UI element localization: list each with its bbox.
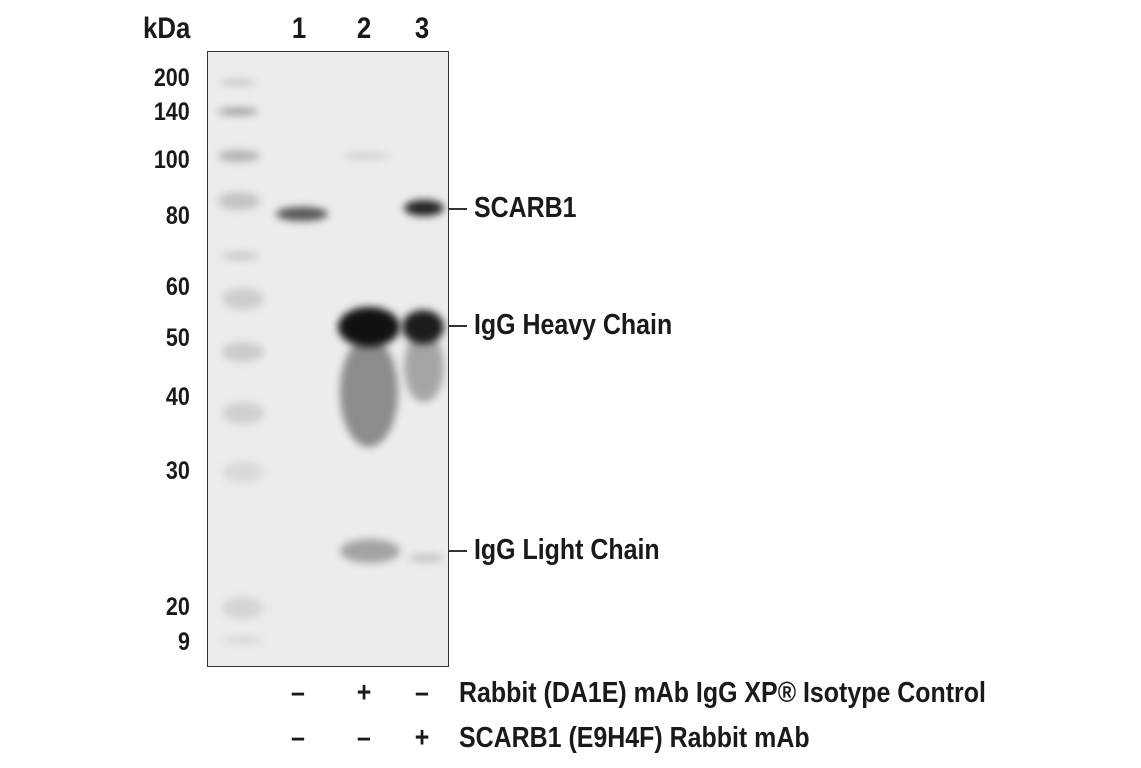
ladder-band bbox=[222, 597, 264, 619]
condition-2-lane-1-sign: – bbox=[291, 722, 305, 754]
lane-3-light-chain-band bbox=[408, 554, 444, 562]
scarb1-pointer-line bbox=[449, 208, 467, 210]
marker-9: 9 bbox=[178, 628, 190, 656]
ladder-band bbox=[222, 637, 264, 643]
lane-2-label: 2 bbox=[356, 12, 372, 45]
kda-label: kDa bbox=[143, 12, 191, 45]
light-chain-pointer-line bbox=[449, 550, 467, 552]
ladder-band bbox=[222, 402, 264, 424]
lane-2-light-chain-band bbox=[340, 539, 400, 563]
lane-2-smear bbox=[340, 337, 398, 447]
marker-50: 50 bbox=[166, 324, 190, 352]
ladder-band bbox=[222, 342, 264, 362]
scarb1-label: SCARB1 bbox=[474, 192, 577, 224]
marker-20: 20 bbox=[166, 593, 190, 621]
lane-2-heavy-chain-band bbox=[338, 307, 400, 347]
lane-3-label: 3 bbox=[414, 12, 430, 45]
lane-1-label: 1 bbox=[291, 12, 307, 45]
marker-100: 100 bbox=[154, 146, 190, 174]
marker-80: 80 bbox=[166, 202, 190, 230]
lane-1-scarb1-band bbox=[276, 207, 328, 221]
ladder-band bbox=[222, 252, 260, 260]
marker-40: 40 bbox=[166, 383, 190, 411]
condition-2-lane-3-sign: + bbox=[414, 722, 430, 754]
marker-140: 140 bbox=[154, 98, 190, 126]
heavy-chain-label: IgG Heavy Chain bbox=[474, 309, 673, 341]
ladder-band bbox=[218, 150, 260, 162]
marker-30: 30 bbox=[166, 457, 190, 485]
ladder-band bbox=[218, 108, 258, 115]
condition-1-lane-2-sign: + bbox=[356, 677, 372, 709]
ladder-band bbox=[222, 462, 264, 482]
light-chain-label: IgG Light Chain bbox=[474, 534, 660, 566]
ladder-band bbox=[222, 288, 264, 310]
lane-2-faint-band bbox=[343, 153, 389, 159]
heavy-chain-pointer-line bbox=[449, 325, 467, 327]
lane-3-heavy-chain-band bbox=[402, 310, 444, 344]
ladder-band bbox=[220, 80, 256, 85]
condition-1-label: Rabbit (DA1E) mAb IgG XP® Isotype Contro… bbox=[459, 677, 986, 709]
condition-1-lane-3-sign: – bbox=[415, 677, 429, 709]
condition-1-lane-1-sign: – bbox=[291, 677, 305, 709]
ladder-band bbox=[218, 192, 260, 210]
marker-200: 200 bbox=[154, 64, 190, 92]
condition-2-label: SCARB1 (E9H4F) Rabbit mAb bbox=[459, 722, 810, 754]
condition-2-lane-2-sign: – bbox=[357, 722, 371, 754]
marker-60: 60 bbox=[166, 273, 190, 301]
lane-3-scarb1-band bbox=[404, 200, 444, 216]
blot-membrane bbox=[207, 51, 449, 667]
